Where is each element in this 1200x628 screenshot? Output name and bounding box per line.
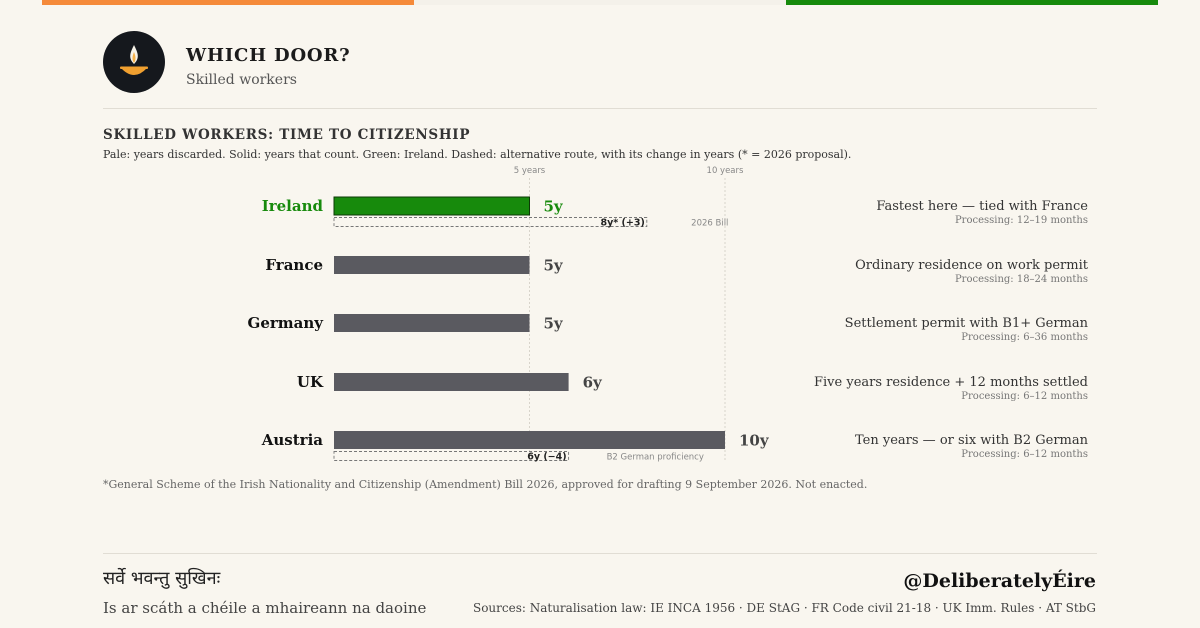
brand-subtitle: Skilled workers <box>186 72 297 88</box>
flag-stripe-orange <box>42 0 414 5</box>
social-handle[interactable]: @DeliberatelyÉire <box>903 570 1096 592</box>
processing-france: Processing: 18–24 months <box>955 274 1088 285</box>
bar-austria <box>334 431 725 449</box>
header-divider <box>103 108 1097 109</box>
flag-stripe-green <box>786 0 1158 5</box>
alt-route-bar-ireland <box>333 217 648 227</box>
alt-route-label-ireland: 8y* (+3) <box>600 218 644 229</box>
alt-route-note-austria: B2 German proficiency <box>607 453 704 463</box>
category-label-austria: Austria <box>261 431 324 449</box>
processing-austria: Processing: 6–12 months <box>961 449 1088 460</box>
value-label-ireland: 5y <box>544 198 564 216</box>
value-label-uk: 6y <box>583 374 603 392</box>
category-label-germany: Germany <box>248 314 325 332</box>
description-france: Ordinary residence on work permit <box>855 258 1089 273</box>
description-ireland: Fastest here — tied with France <box>876 199 1088 214</box>
alt-route-note-ireland: 2026 Bill <box>691 219 728 229</box>
tick-label-5: 5 years <box>514 166 546 176</box>
chart-subtitle: Pale: years discarded. Solid: years that… <box>103 148 852 161</box>
irish-motto: Is ar scáth a chéile a mhaireann na daoi… <box>103 599 427 617</box>
bar-germany <box>334 314 530 332</box>
description-uk: Five years residence + 12 months settled <box>814 375 1088 390</box>
value-label-austria: 10y <box>739 432 770 450</box>
sanskrit-motto: सर्वे भवन्तु सुखिनः <box>103 568 221 589</box>
footnote: *General Scheme of the Irish Nationality… <box>103 478 868 491</box>
bar-france <box>334 256 530 274</box>
description-germany: Settlement permit with B1+ German <box>845 316 1089 331</box>
value-label-france: 5y <box>544 257 564 275</box>
alt-route-label-austria: 6y (−4) <box>527 452 566 463</box>
oil-lamp-icon <box>103 31 165 93</box>
brand-title: WHICH DOOR? <box>186 45 351 66</box>
category-label-france: France <box>265 256 323 274</box>
processing-uk: Processing: 6–12 months <box>961 391 1088 402</box>
category-label-uk: UK <box>297 373 324 391</box>
chart-title: SKILLED WORKERS: TIME TO CITIZENSHIP <box>103 127 471 143</box>
flag-stripe-white <box>414 0 786 5</box>
alt-route-bar-austria <box>333 451 570 461</box>
processing-germany: Processing: 6–36 months <box>961 332 1088 343</box>
tick-label-10: 10 years <box>707 166 744 176</box>
category-label-ireland: Ireland <box>262 197 324 215</box>
bar-uk <box>334 373 569 391</box>
sources-line: Sources: Naturalisation law: IE INCA 195… <box>472 601 1096 615</box>
footer-divider <box>103 553 1097 554</box>
processing-ireland: Processing: 12–19 months <box>955 215 1088 226</box>
value-label-germany: 5y <box>544 315 564 333</box>
description-austria: Ten years — or six with B2 German <box>855 433 1089 448</box>
bar-ireland <box>333 196 530 216</box>
